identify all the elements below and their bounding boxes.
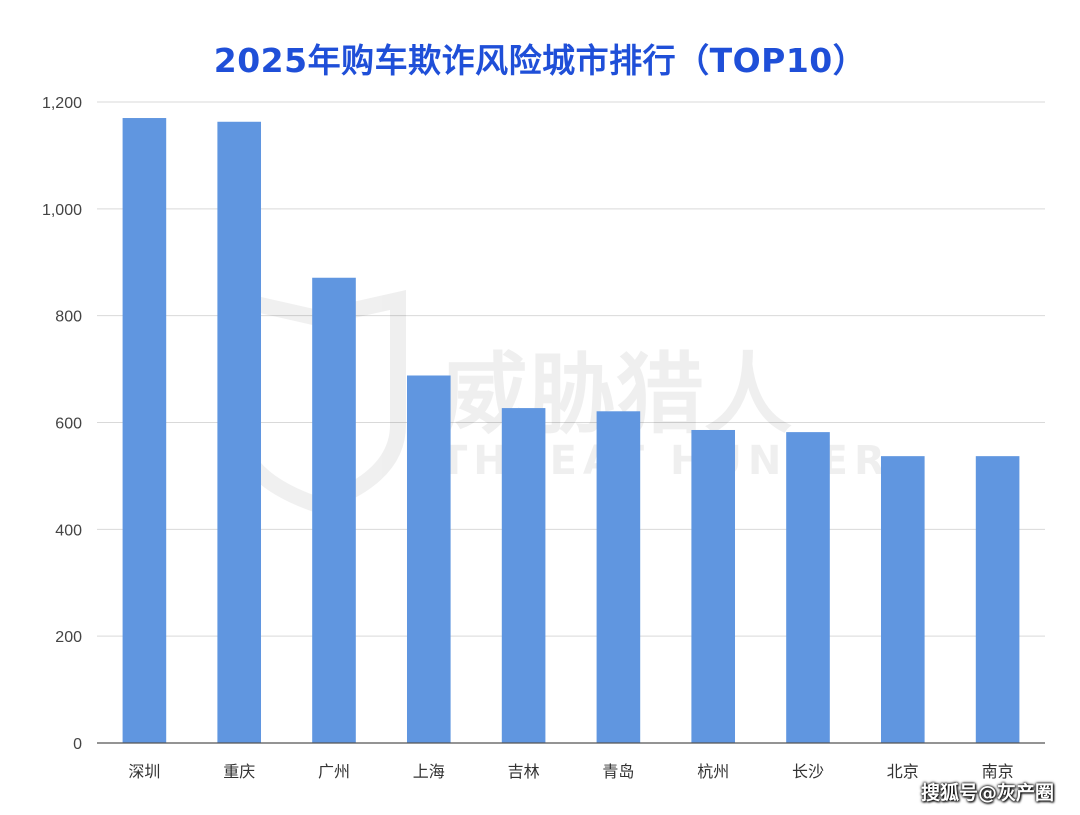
bar: [786, 432, 830, 743]
bar: [691, 429, 736, 743]
source-label: 搜狐号@灰产圈: [920, 782, 1054, 804]
x-tick-label: 重庆: [223, 762, 255, 781]
bar: [406, 375, 451, 743]
bar-layer: [122, 118, 1020, 744]
bar: [312, 277, 356, 743]
x-tick-label: 青岛: [602, 762, 634, 781]
x-tick-label: 广州: [318, 762, 350, 781]
y-tick-label: 800: [55, 309, 82, 326]
x-tick-label: 上海: [413, 762, 445, 781]
bar: [122, 118, 167, 743]
x-tick-label: 长沙: [792, 762, 824, 781]
bar: [217, 121, 262, 744]
y-tick-label: 600: [55, 416, 82, 433]
x-tick-label: 深圳: [128, 762, 160, 781]
y-tick-label: 200: [55, 629, 82, 646]
y-tick-label: 1,200: [42, 95, 82, 112]
x-tick-label: 南京: [982, 762, 1014, 781]
x-tick-label: 吉林: [508, 762, 540, 781]
x-tick-label: 杭州: [697, 762, 729, 781]
y-tick-label: 400: [55, 522, 82, 539]
bar: [501, 408, 546, 743]
bar: [975, 456, 1020, 743]
axis-layer: 0 200 400 600 800 1,000 1,200 深圳 重庆 广州 上海 吉林 青岛 杭州 长沙 北…: [42, 95, 1045, 781]
bar: [880, 456, 925, 743]
y-tick-label: 0: [73, 736, 82, 753]
y-tick-label: 1,000: [42, 202, 82, 219]
bar: [596, 411, 641, 743]
x-tick-label: 北京: [887, 762, 919, 781]
chart-title: 2025年购车欺诈风险城市排行（TOP10）: [213, 41, 867, 80]
